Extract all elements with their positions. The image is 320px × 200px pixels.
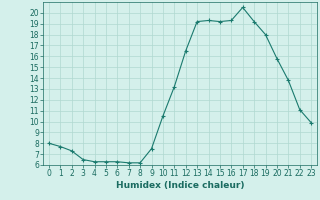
X-axis label: Humidex (Indice chaleur): Humidex (Indice chaleur) [116, 181, 244, 190]
